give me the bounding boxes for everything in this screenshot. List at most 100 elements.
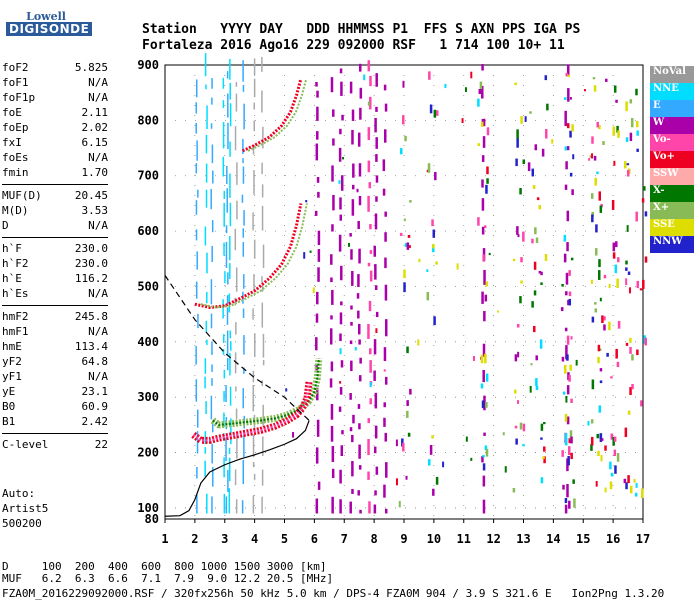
interference-streak [196, 409, 199, 428]
echo-point [517, 234, 520, 238]
echo-point [636, 349, 639, 356]
echo-point [514, 354, 518, 362]
echo-point [644, 211, 648, 217]
echo-point [603, 324, 606, 331]
echo-point [432, 488, 435, 496]
interference-streak [375, 137, 378, 149]
parameter-table: foF2 5.825 foF1 N/A foF1p N/A foE 2.11 foEp 2.02 f… [2, 60, 108, 452]
interference-streak [234, 352, 237, 374]
interference-streak [236, 200, 238, 220]
interference-streak [350, 305, 353, 310]
param-value: 116.2 [74, 272, 108, 285]
interference-streak [222, 156, 225, 177]
interference-streak [351, 270, 354, 286]
echo-point [519, 422, 523, 430]
param-label: foF1p [2, 91, 36, 104]
interference-streak [252, 308, 254, 320]
x-tick-label: 4 [251, 532, 258, 546]
echo-point [404, 135, 407, 142]
interference-streak [223, 390, 225, 402]
echo-point [625, 342, 629, 346]
echo-point [470, 71, 473, 79]
param-label: foF2 [2, 61, 29, 74]
param-label: foF1 [2, 76, 29, 89]
interference-streak [254, 333, 256, 358]
interference-streak [565, 345, 568, 360]
interference-streak [367, 160, 371, 173]
echo-point [531, 301, 534, 308]
echo-point [592, 77, 596, 80]
echo-point [564, 433, 568, 440]
header-values: Fortaleza 2016 Ago16 229 092000 RSF 1 71… [142, 38, 565, 53]
interference-streak [211, 78, 213, 89]
echo-point [639, 288, 643, 291]
interference-streak [369, 96, 372, 110]
echo-point [623, 478, 627, 484]
echo-point [540, 282, 543, 285]
interference-streak [315, 82, 318, 87]
param-row: h`E 116.2 [2, 271, 108, 286]
interference-streak [235, 408, 238, 420]
echo-point [629, 347, 632, 354]
echo-point [599, 368, 603, 372]
param-value: 3.53 [81, 204, 109, 217]
interference-streak [339, 128, 342, 135]
echo-point [599, 205, 603, 213]
echo-point [480, 383, 484, 389]
interference-streak [339, 387, 343, 395]
interference-streak [223, 242, 225, 256]
muf-row: MUF 6.2 6.3 6.6 7.1 7.9 9.0 12.2 20.5 [M… [2, 572, 334, 585]
interference-streak [252, 495, 255, 514]
y-tick-label: 80 [145, 512, 159, 526]
echo-point [534, 144, 538, 151]
interference-streak [350, 249, 353, 260]
interference-streak [481, 291, 484, 304]
interference-streak [384, 508, 388, 514]
echo-point [595, 480, 598, 487]
param-divider [2, 301, 108, 306]
interference-streak [196, 251, 198, 270]
interference-streak [384, 257, 387, 269]
echo-point [570, 398, 573, 404]
echo-point [514, 425, 518, 429]
echo-point [347, 242, 350, 247]
echo-point [407, 234, 411, 238]
echo-point [617, 257, 620, 263]
y-tick-label: 500 [137, 279, 159, 293]
param-label: D [2, 219, 9, 232]
echo-point [603, 274, 607, 279]
interference-streak [358, 195, 362, 206]
echo-point [602, 141, 605, 145]
echo-point [625, 260, 628, 265]
echo-point [591, 214, 594, 223]
echo-point [369, 381, 372, 387]
echo-point [546, 103, 549, 111]
echo-point [596, 121, 599, 128]
echo-point [625, 482, 628, 490]
param-row: B1 2.42 [2, 414, 108, 429]
interference-streak [358, 248, 361, 264]
echo-point [540, 271, 543, 276]
interference-streak [261, 90, 263, 113]
legend-entry: E [650, 100, 694, 117]
echo-point [513, 389, 517, 394]
interference-streak [229, 103, 232, 127]
interference-streak [331, 496, 334, 514]
interference-streak [349, 393, 352, 400]
echo-point [520, 116, 523, 124]
param-row: h`Es N/A [2, 286, 108, 301]
interference-streak [314, 210, 318, 216]
interference-streak [242, 60, 244, 82]
echo-point [535, 237, 539, 243]
legend-entry: SSW [650, 168, 694, 185]
interference-streak [368, 182, 372, 189]
interference-streak [357, 221, 360, 230]
interference-streak [375, 175, 379, 183]
echo-point [630, 118, 634, 128]
interference-streak [350, 360, 353, 372]
interference-streak [315, 143, 319, 161]
interference-streak [369, 348, 372, 355]
echo-point [595, 224, 598, 233]
interference-streak [332, 109, 335, 117]
param-label: MUF(D) [2, 189, 42, 202]
